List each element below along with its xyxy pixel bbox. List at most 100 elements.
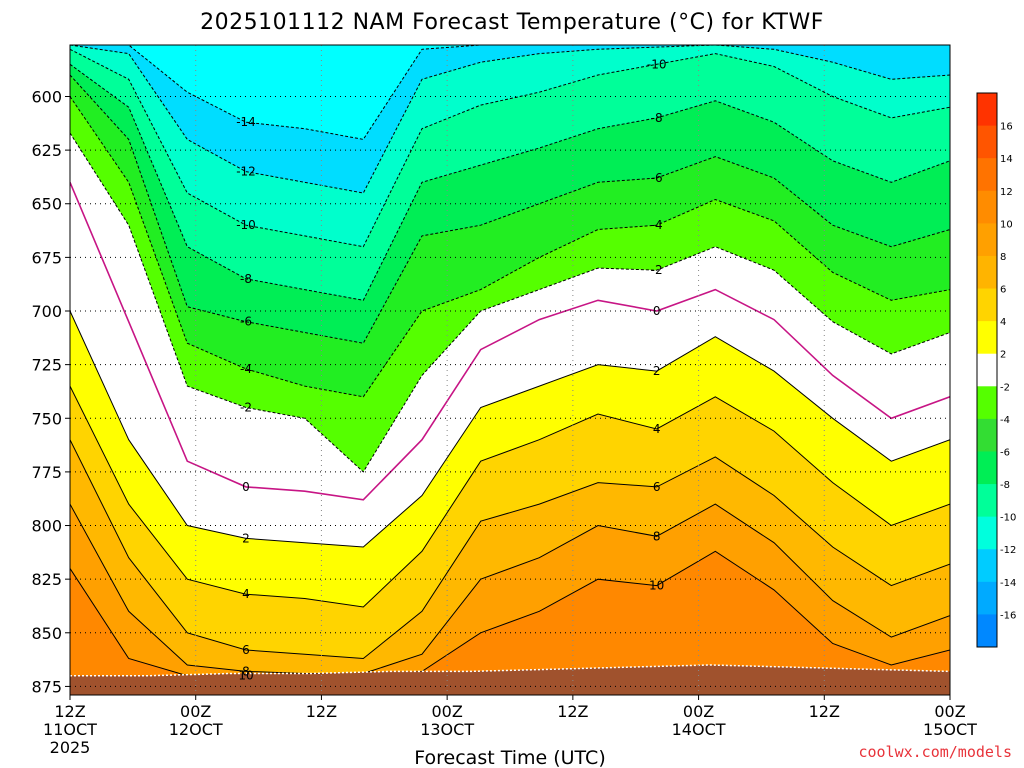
colorbar-frame [976, 92, 998, 648]
isotherm-label: 2 [242, 531, 250, 545]
x-tick-date: 15OCT [923, 720, 977, 739]
x-tick-time: 00Z [934, 702, 965, 721]
colorbar-swatch [977, 223, 997, 257]
y-tick-label: 825 [31, 570, 62, 589]
x-tick-time: 12Z [54, 702, 85, 721]
colorbar-label: 10 [1000, 219, 1013, 230]
x-tick-date: 11OCT [43, 720, 97, 739]
x-tick-time: 00Z [180, 702, 211, 721]
isotherm-label: -4 [651, 218, 663, 232]
x-tick-date: 13OCT [420, 720, 474, 739]
isotherm-label: 8 [653, 529, 661, 543]
y-tick-label: 800 [31, 517, 62, 536]
colorbar-swatch [977, 125, 997, 159]
isotherm-label: 10 [238, 669, 253, 683]
y-tick-label: 875 [31, 677, 62, 696]
ground-fill [70, 665, 950, 695]
colorbar-swatch [977, 353, 997, 387]
colorbar-swatch [977, 190, 997, 224]
isotherm-line [70, 310, 950, 548]
colorbar-label: -14 [1000, 578, 1016, 589]
x-tick-time: 12Z [809, 702, 840, 721]
isotherm-line [70, 385, 950, 608]
ground-layer [70, 664, 950, 695]
isotherm-label: -2 [651, 263, 663, 277]
x-tick-time: 12Z [557, 702, 588, 721]
colorbar-label: 6 [1000, 285, 1006, 296]
x-tick-time: 00Z [431, 702, 462, 721]
isotherm-line [70, 132, 950, 473]
x-tick-time: 12Z [306, 702, 337, 721]
colorbar-label: 8 [1000, 252, 1006, 263]
grid-lines [70, 45, 950, 695]
colorbar-swatch [977, 516, 997, 550]
x-tick-year: 2025 [50, 738, 91, 757]
colorbar-label: -8 [1000, 480, 1010, 491]
isotherm-label: 4 [653, 422, 661, 436]
colorbar-label: -10 [1000, 513, 1016, 524]
chart-title: 2025101112 NAM Forecast Temperature (°C)… [200, 10, 824, 35]
isotherm-label: 6 [242, 643, 250, 657]
isotherm-label: -6 [240, 315, 252, 329]
isotherm-label: -12 [236, 165, 256, 179]
isotherm-line [70, 74, 950, 344]
isotherm-label: -6 [651, 171, 663, 185]
colorbar-swatch [977, 321, 997, 355]
y-tick-label: 675 [31, 248, 62, 267]
y-tick-label: 700 [31, 302, 62, 321]
colorbar-swatch [977, 255, 997, 290]
isotherm-labels: -14-12-10-10-8-8-6-6-4-4-2-2002244668810… [236, 57, 666, 682]
isotherm-label: 8 [242, 664, 250, 678]
site-credit: coolwx.com/models [858, 743, 1012, 761]
colorbar-swatch [977, 158, 997, 192]
isotherm-label: -10 [236, 218, 256, 232]
colorbar-label: -12 [1000, 545, 1016, 556]
isotherm-label: 0 [653, 304, 661, 318]
x-tick-time: 00Z [683, 702, 714, 721]
colorbar-label: 12 [1000, 187, 1013, 198]
isotherm-line [70, 48, 950, 248]
temperature-bands [70, 45, 950, 695]
colorbar-swatch [977, 581, 997, 615]
x-axis-label: Forecast Time (UTC) [414, 747, 605, 768]
isotherm-lines [70, 45, 950, 677]
isotherm-label: 2 [653, 364, 661, 378]
colorbar-swatch [977, 549, 997, 583]
isotherm-label: -8 [651, 111, 663, 125]
plot-frame [69, 44, 951, 696]
y-tick-label: 725 [31, 356, 62, 375]
colorbar-label: -4 [1000, 415, 1010, 426]
isotherm-line [70, 96, 950, 398]
colorbar-label: -2 [1000, 382, 1010, 393]
isotherm-label: 4 [242, 587, 250, 601]
colorbar-swatch [977, 451, 997, 485]
isotherm-label: 6 [653, 480, 661, 494]
y-tick-label: 775 [31, 463, 62, 482]
ground-edge [70, 664, 950, 677]
isotherm-line [70, 45, 950, 194]
isotherm-label: 0 [242, 480, 250, 494]
isotherm-line [70, 181, 950, 501]
y-tick-label: 600 [31, 87, 62, 106]
band-fill [70, 551, 950, 695]
x-tick-date: 12OCT [169, 720, 223, 739]
colorbar-label: 4 [1000, 317, 1006, 328]
x-tick-date: 14OCT [672, 720, 726, 739]
isotherm-label: -14 [236, 115, 256, 129]
colorbar-label: 14 [1000, 154, 1013, 165]
colorbar-swatch [977, 386, 997, 420]
isotherm-label: -10 [647, 57, 667, 71]
colorbar-swatch [977, 93, 997, 127]
isotherm-line [70, 503, 950, 674]
y-tick-label: 750 [31, 409, 62, 428]
y-tick-label: 625 [31, 141, 62, 160]
isotherm-label: 10 [649, 579, 664, 593]
colorbar-swatch [977, 484, 997, 518]
y-tick-label: 850 [31, 624, 62, 643]
isotherm-line [70, 45, 950, 140]
colorbar-label: -16 [1000, 610, 1016, 621]
colorbar-swatch [977, 614, 997, 648]
colorbar-label: 16 [1000, 122, 1013, 133]
